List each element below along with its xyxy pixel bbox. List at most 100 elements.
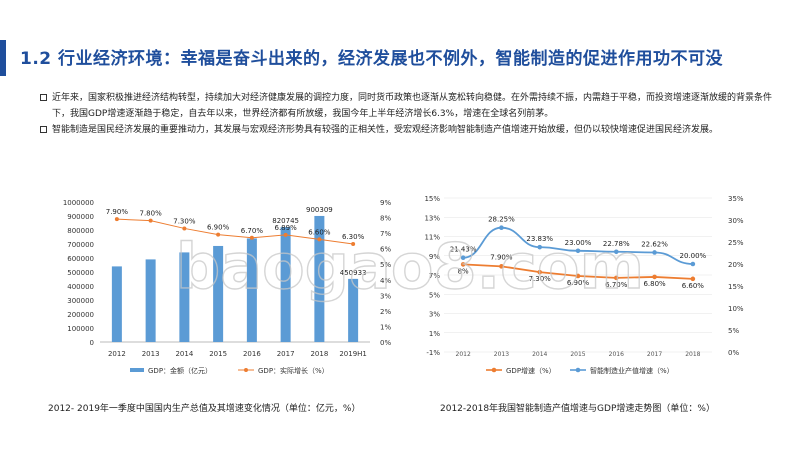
y-right-tick-label: 35% (728, 195, 744, 203)
page-title: 1.2 行业经济环境：幸福是奋斗出来的，经济发展也不例外，智能制造的促进作用功不… (20, 49, 724, 69)
gdp-bar (280, 227, 291, 342)
x-tick-label: 2019H1 (339, 350, 367, 358)
y-right-tick-label: 3% (380, 292, 391, 300)
gdp-data-label: 7.30% (529, 275, 552, 283)
growth-line (116, 218, 354, 245)
y-left-tick-label: -1% (426, 349, 440, 357)
gdp-data-label: 8% (458, 267, 469, 275)
growth-point (114, 217, 119, 222)
gdp-growth-point (613, 275, 619, 281)
y-left-tick-label: 300000 (67, 297, 94, 305)
smart-growth-point (690, 261, 696, 267)
y-left-tick-label: 500000 (67, 269, 94, 277)
y-right-tick-label: 6% (380, 246, 391, 254)
smart-growth-point (537, 244, 543, 250)
x-tick-label: 2017 (277, 350, 295, 358)
smart-data-label: 21.43% (450, 246, 477, 254)
growth-data-label: 6.89% (275, 224, 298, 232)
square-bullet-icon (40, 126, 47, 133)
legend-label: GDP：金额（亿元） (148, 366, 212, 375)
smart-data-label: 22.62% (641, 240, 668, 248)
growth-point (148, 218, 153, 223)
growth-data-label: 6.70% (241, 227, 264, 235)
gdp-bar (179, 252, 190, 342)
growth-point (182, 226, 187, 231)
gdp-growth-point (537, 269, 543, 275)
x-tick-label: 2012 (456, 351, 471, 358)
x-tick-label: 2014 (532, 351, 547, 358)
gdp-chart-caption: 2012- 2019年一季度中国国内生产总值及其增速变化情况（单位：亿元，%） (48, 404, 361, 414)
y-right-tick-label: 5% (728, 327, 739, 335)
y-left-tick-label: 200000 (67, 311, 94, 319)
square-bullet-icon (40, 94, 47, 101)
y-right-tick-label: 0% (728, 349, 739, 357)
x-tick-label: 2018 (685, 351, 700, 358)
y-left-tick-label: 900000 (67, 213, 94, 221)
x-tick-label: 2014 (175, 350, 193, 358)
growth-data-label: 6.60% (308, 228, 331, 236)
gdp-growth-point (690, 276, 696, 282)
x-tick-label: 2018 (310, 350, 328, 358)
x-tick-label: 2017 (647, 351, 662, 358)
gdp-bar (348, 278, 359, 342)
legend-swatch-marker (575, 367, 581, 373)
gdp-growth-point (652, 274, 657, 280)
gdp-bar (314, 215, 325, 342)
y-left-tick-label: 9% (429, 253, 440, 261)
gdp-data-label: 6.70% (605, 281, 628, 289)
y-right-tick-label: 2% (380, 308, 391, 316)
legend-swatch-marker (244, 368, 248, 372)
paragraph-2: 智能制造是国民经济发展的重要推动力，其发展与宏观经济形势具有较强的正相关性，受宏… (40, 122, 775, 138)
bar-data-label: 450933 (340, 269, 367, 277)
y-right-tick-label: 5% (380, 261, 391, 269)
smart-growth-point (575, 248, 581, 254)
y-right-tick-label: 10% (728, 305, 744, 313)
y-left-tick-label: 5% (429, 291, 440, 299)
title-accent-bar (0, 40, 6, 76)
x-tick-label: 2016 (609, 351, 624, 358)
y-left-tick-label: 1000000 (63, 199, 94, 207)
smart-manufacturing-chart: -1% 1% 3% 5% 7% 9% 11% 13% 15% 0% 5% 10% 15% 20% 25% 30… (424, 195, 744, 375)
y-left-tick-label: 400000 (67, 283, 94, 291)
growth-point (216, 232, 221, 237)
growth-data-label: 7.90% (106, 208, 129, 216)
y-left-tick-label: 800000 (67, 227, 94, 235)
smart-growth-point (652, 250, 657, 255)
paragraph-text: 智能制造是国民经济发展的重要推动力，其发展与宏观经济形势具有较强的正相关性，受宏… (52, 125, 719, 135)
paragraph-1: 近年来，国家积极推进经济结构转型，持续加大对经济健康发展的调控力度，同时货币政策… (40, 90, 775, 122)
smart-growth-point (613, 249, 619, 255)
paragraph-text: 近年来，国家积极推进经济结构转型，持续加大对经济健康发展的调控力度，同时货币政策… (52, 93, 773, 119)
x-tick-label: 2012 (108, 350, 126, 358)
y-right-tick-label: 20% (728, 261, 744, 269)
y-right-tick-label: 30% (728, 217, 744, 225)
y-right-tick-label: 9% (380, 199, 391, 207)
gdp-bar (246, 238, 257, 342)
gdp-data-label: 7.90% (490, 253, 513, 261)
x-tick-label: 2016 (243, 350, 261, 358)
gdp-growth-point (460, 262, 466, 267)
smart-data-label: 23.83% (526, 235, 553, 243)
body-text: 近年来，国家积极推进经济结构转型，持续加大对经济健康发展的调控力度，同时货币政策… (40, 90, 775, 138)
gdp-data-label: 6.90% (567, 279, 590, 287)
y-left-tick-label: 15% (424, 195, 440, 203)
bar-data-label: 820745 (272, 217, 299, 225)
smart-growth-point (499, 225, 504, 230)
smart-data-label: 28.25% (488, 216, 515, 224)
smart-growth-point (460, 255, 466, 261)
growth-data-label: 7.80% (140, 210, 163, 218)
x-tick-label: 2015 (209, 350, 227, 358)
gdp-chart: 0 100000 200000 300000 400000 500000 600000 700… (63, 199, 392, 375)
y-right-tick-label: 8% (380, 215, 391, 223)
smart-data-label: 23.00% (565, 239, 592, 247)
x-tick-label: 2015 (570, 351, 585, 358)
gdp-data-label: 6.80% (643, 280, 666, 288)
y-right-tick-label: 4% (380, 277, 391, 285)
y-left-tick-label: 11% (424, 234, 440, 242)
y-left-tick-label: 7% (429, 272, 440, 280)
y-left-tick-label: 0 (90, 339, 94, 347)
legend-label: GDP增速（%） (506, 366, 556, 375)
bar-data-label: 900309 (306, 206, 333, 214)
growth-data-label: 6.90% (207, 224, 230, 232)
x-tick-label: 2013 (142, 350, 160, 358)
y-left-tick-label: 13% (424, 214, 440, 222)
